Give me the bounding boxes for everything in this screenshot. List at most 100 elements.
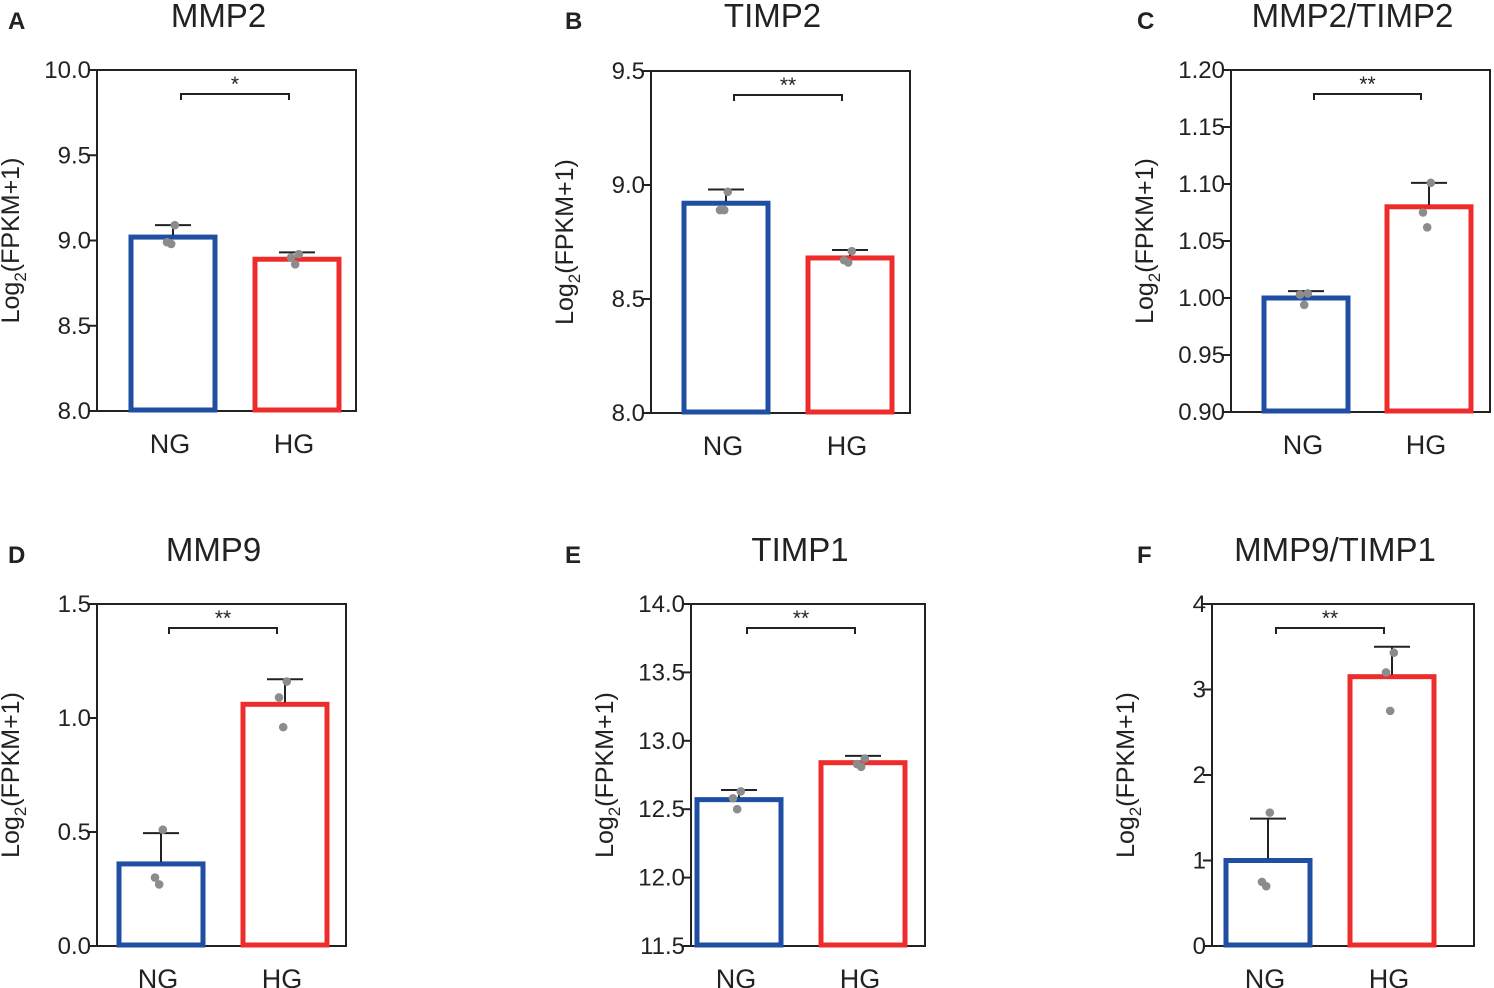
y-axis-label-main: Log bbox=[591, 816, 619, 858]
significance-bracket bbox=[746, 627, 856, 634]
y-axis-label-unit: (FPKM+1) bbox=[1131, 158, 1159, 273]
y-tick-label: 11.5 bbox=[640, 933, 685, 960]
y-tick-label: 1.15 bbox=[1178, 114, 1225, 141]
y-tick-label: 1.10 bbox=[1178, 171, 1225, 198]
bar-hg bbox=[805, 255, 895, 415]
category-label-hg: HG bbox=[274, 429, 315, 459]
y-tick-label: 1.0 bbox=[58, 705, 91, 732]
significance-bracket bbox=[168, 627, 278, 634]
significance-bracket bbox=[180, 93, 290, 100]
data-point bbox=[282, 677, 292, 686]
y-tick-label: 8.5 bbox=[58, 313, 91, 340]
data-point bbox=[1299, 300, 1309, 310]
bar-hg bbox=[1384, 204, 1474, 414]
y-tick-label: 12.5 bbox=[638, 796, 685, 823]
y-axis-label-subscript: 2 bbox=[1126, 807, 1145, 816]
bar-ng bbox=[1223, 858, 1313, 948]
data-point bbox=[728, 793, 738, 803]
data-point bbox=[154, 880, 164, 889]
significance-label: ** bbox=[215, 607, 231, 630]
category-label-hg: HG bbox=[840, 964, 881, 988]
category-label-ng: NG bbox=[1245, 964, 1286, 988]
y-axis-label: Log2(FPKM+1) bbox=[0, 158, 30, 324]
category-label-ng: NG bbox=[1283, 430, 1324, 460]
plot-frame bbox=[96, 603, 347, 947]
data-point bbox=[290, 260, 300, 269]
significance-bracket bbox=[733, 94, 843, 101]
data-point bbox=[166, 239, 176, 249]
y-axis-label-main: Log bbox=[0, 282, 25, 324]
panel-d: D MMP9 0.0 0.5 1.0 1.5 Log2(FPKM+1) NG HG ** bbox=[0, 531, 347, 988]
category-label-ng: NG bbox=[150, 429, 191, 459]
significance-bracket bbox=[1275, 627, 1385, 634]
y-tick-label: 8.0 bbox=[612, 400, 645, 427]
data-point bbox=[1385, 706, 1395, 716]
y-tick-label: 0 bbox=[1193, 933, 1206, 960]
panel-letter: B bbox=[565, 8, 582, 35]
data-point bbox=[150, 873, 160, 882]
y-tick-label: 9.0 bbox=[612, 172, 645, 199]
y-tick-label: 10.0 bbox=[44, 57, 91, 84]
y-tick-label: 9.0 bbox=[58, 228, 91, 255]
data-point bbox=[1418, 208, 1428, 217]
data-point bbox=[286, 253, 296, 262]
y-axis-label-main: Log bbox=[1112, 816, 1140, 858]
significance-label: ** bbox=[1359, 73, 1375, 96]
panel-letter: C bbox=[1137, 8, 1154, 35]
data-point bbox=[732, 804, 742, 814]
y-tick-label: 1.00 bbox=[1178, 285, 1225, 312]
y-tick-label: 0.0 bbox=[58, 933, 91, 960]
chart-title: TIMP2 bbox=[724, 0, 821, 34]
y-axis-label-unit: (FPKM+1) bbox=[1112, 692, 1140, 807]
bar-hg bbox=[818, 760, 908, 948]
data-point bbox=[278, 722, 288, 732]
y-tick-label: 1.20 bbox=[1178, 57, 1225, 84]
bar-hg bbox=[240, 701, 330, 948]
bar-hg bbox=[1347, 674, 1437, 948]
y-tick-label: 13.5 bbox=[638, 659, 685, 686]
data-point bbox=[723, 187, 733, 197]
plot-frame bbox=[1230, 69, 1491, 413]
y-tick-label: 14.0 bbox=[638, 591, 685, 618]
bar-ng bbox=[681, 200, 771, 415]
y-axis-label-main: Log bbox=[0, 816, 25, 858]
y-axis-label-subscript: 2 bbox=[565, 274, 584, 283]
y-axis-label-unit: (FPKM+1) bbox=[591, 692, 619, 807]
data-point bbox=[719, 205, 729, 215]
category-label-hg: HG bbox=[1369, 964, 1410, 988]
y-axis-label-main: Log bbox=[551, 283, 579, 325]
panel-letter: A bbox=[8, 8, 25, 35]
category-label-hg: HG bbox=[827, 431, 868, 461]
data-point bbox=[856, 762, 866, 772]
bar-ng bbox=[116, 861, 206, 948]
category-label-ng: NG bbox=[138, 964, 179, 988]
y-tick-label: 0.95 bbox=[1178, 342, 1225, 369]
data-point bbox=[847, 246, 857, 256]
panel-letter: F bbox=[1137, 542, 1152, 569]
y-axis-label: Log2(FPKM+1) bbox=[0, 692, 30, 858]
panel-letter: E bbox=[565, 542, 581, 569]
data-point bbox=[843, 258, 853, 267]
category-label-ng: NG bbox=[703, 431, 744, 461]
y-axis-label: Log2(FPKM+1) bbox=[591, 692, 624, 858]
data-point bbox=[1265, 808, 1275, 817]
panel-b: B TIMP2 8.0 8.5 9.0 9.5 Log2(FPKM+1) NG HG ** bbox=[551, 0, 911, 461]
panel-c: C MMP2/TIMP2 0.90 0.95 1.00 1.05 1.10 1.15 1.20 L… bbox=[1131, 0, 1491, 460]
y-tick-label: 9.5 bbox=[58, 142, 91, 169]
y-axis-label-unit: (FPKM+1) bbox=[0, 158, 25, 273]
significance-label: ** bbox=[1322, 607, 1338, 630]
significance-label: ** bbox=[780, 74, 796, 97]
chart-title: MMP9/TIMP1 bbox=[1234, 531, 1436, 568]
data-point bbox=[1422, 223, 1432, 232]
y-tick-label: 4 bbox=[1193, 591, 1206, 618]
data-point bbox=[274, 693, 284, 702]
chart-title: MMP2/TIMP2 bbox=[1252, 0, 1454, 34]
data-point bbox=[1261, 881, 1271, 891]
y-axis-label-subscript: 2 bbox=[11, 272, 30, 281]
y-axis-label-subscript: 2 bbox=[1145, 273, 1164, 282]
data-point bbox=[170, 220, 180, 230]
y-tick-label: 3 bbox=[1193, 677, 1206, 704]
bar-hg bbox=[252, 256, 342, 413]
y-axis-label: Log2(FPKM+1) bbox=[1112, 692, 1145, 858]
